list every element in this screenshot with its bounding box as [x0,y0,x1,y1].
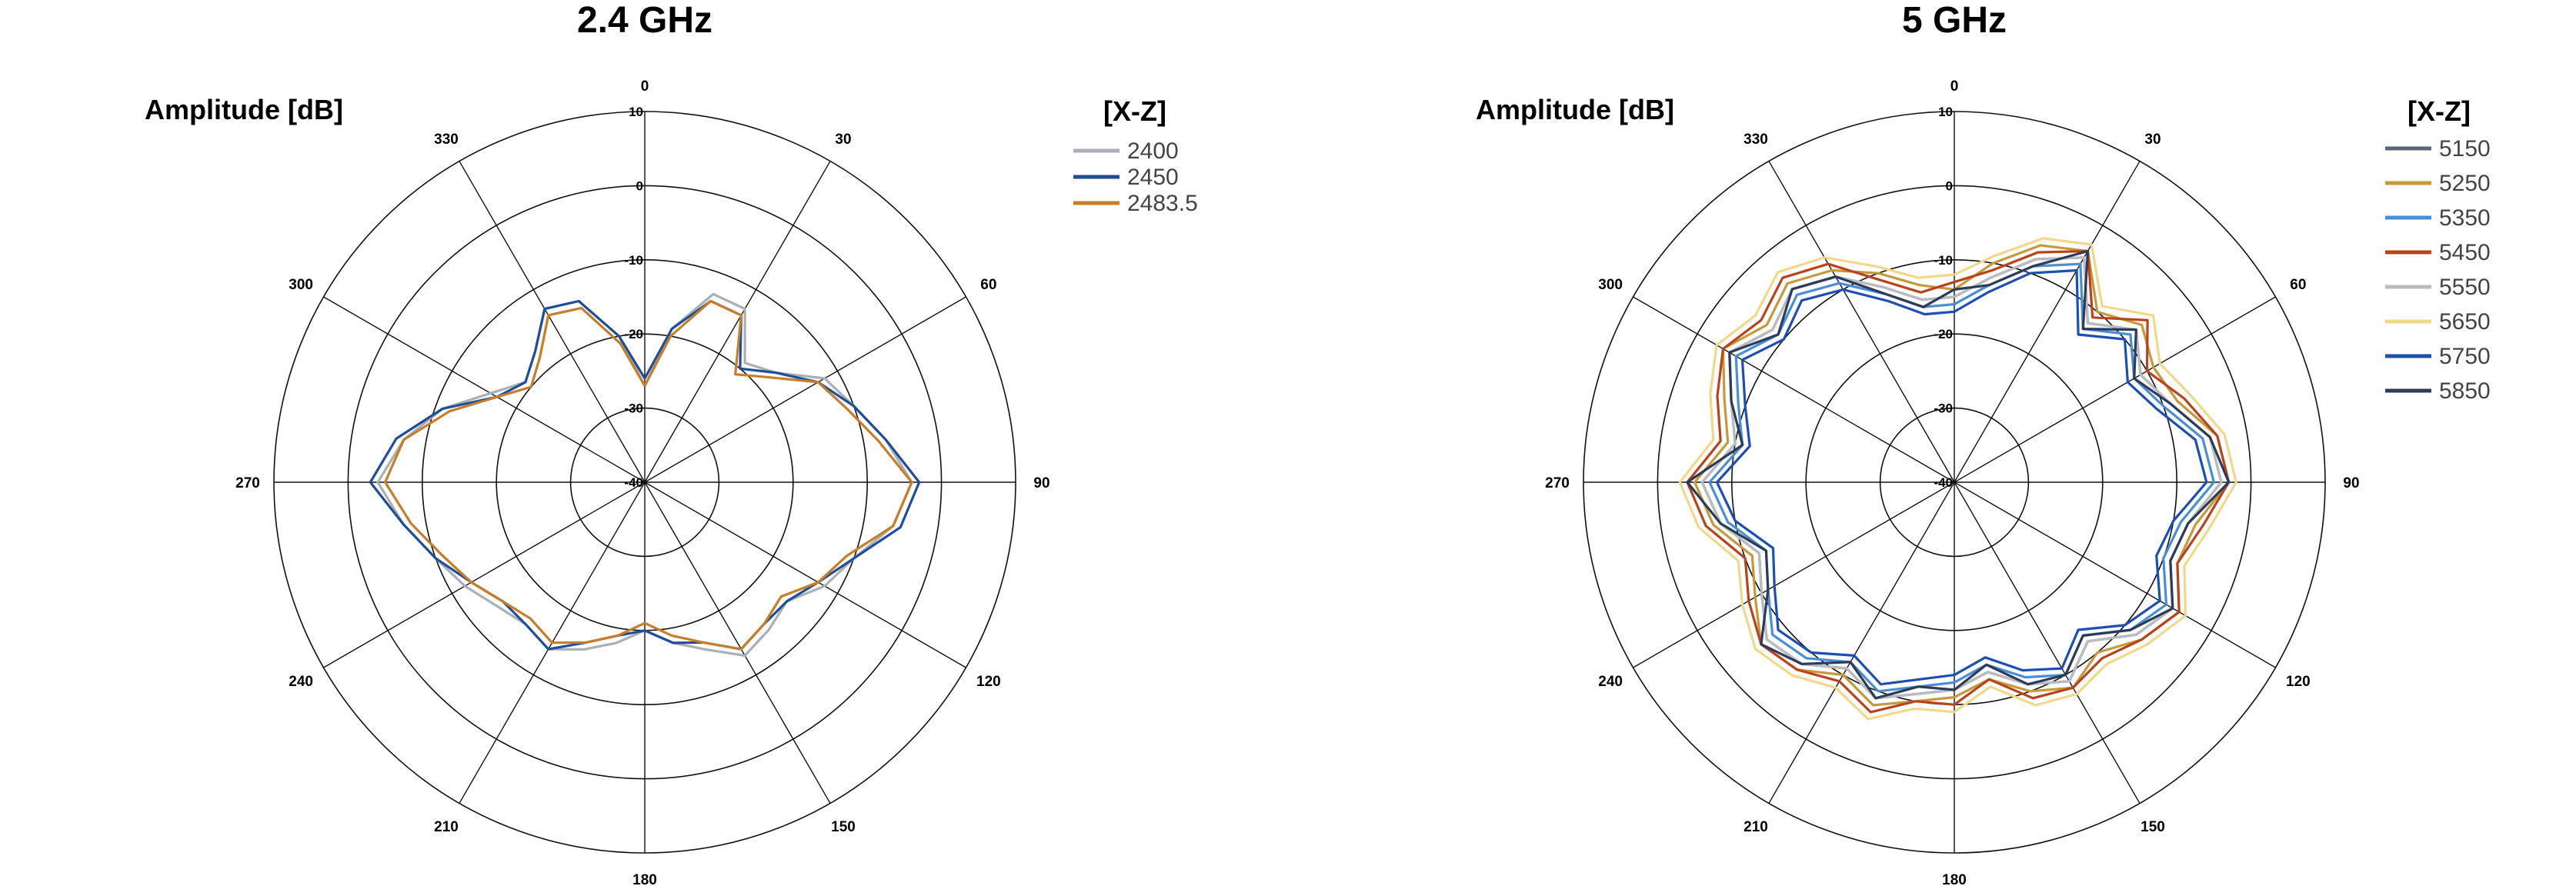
radial-tick-labels: 10 0 -10 -20 -30 -40 [624,105,643,490]
grid-spoke [323,296,646,483]
radial-tick-label: -40 [1934,475,1953,490]
radial-tick-label: 0 [636,178,643,193]
angle-tick-label: 270 [235,475,260,491]
series-line-5850 [1686,249,2231,700]
legend-label: 5550 [2439,275,2491,300]
legend-label: 2450 [1127,165,1179,190]
angle-tick-label: 60 [980,277,996,293]
legend-title: [X-Z] [2407,95,2471,127]
series-line-5450 [1686,249,2231,714]
angle-tick-labels: 0 30 60 90 120 150 180 210 240 270 300 330 [235,78,1049,886]
legend-label: 2483.5 [1127,191,1198,216]
radial-tick-label: -30 [624,401,643,416]
grid-spoke [644,161,831,483]
radial-tick-label: -30 [1934,401,1953,416]
angle-tick-label: 150 [831,819,856,835]
grid-spoke [323,481,646,668]
angle-tick-label: 120 [976,674,1001,690]
legend-label: 5450 [2439,240,2491,265]
angle-tick-label: 180 [1942,872,1967,886]
grid-spoke [1768,481,1955,804]
grid-spoke [644,481,966,668]
legend-label: 2400 [1127,138,1179,164]
radial-tick-label: -40 [624,475,643,490]
angle-tick-label: 0 [641,78,649,95]
radial-tick-label: -20 [624,327,643,341]
grid-spoke [1954,481,2276,668]
series-line-2483.5 [384,299,913,651]
grid-spoke [1633,481,1955,668]
angle-tick-label: 150 [2141,819,2165,835]
angle-tick-labels: 0 30 60 90 120 150 180 210 240 270 300 330 [1545,78,2359,886]
polar-chart-5ghz: 5 GHz Amplitude [dB] 10 0 -10 -20 -30 -40 0 30… [1476,0,2491,886]
series-lines [369,292,921,658]
angle-tick-label: 120 [2286,674,2311,690]
angle-tick-label: 180 [632,872,657,886]
radial-tick-label: -10 [1934,253,1953,268]
grid-spoke [644,481,831,804]
polar-chart-2-4ghz: 2.4 GHz Amplitude [dB] 10 0 -10 -20 -30 -40 0… [145,0,1198,886]
angle-tick-label: 300 [1598,277,1623,293]
grid-spoke [1768,161,1955,483]
legend: [X-Z] 5150 5250 5350 5450 5550 5650 5750 5850 [2385,95,2491,404]
angle-tick-label: 90 [1033,475,1049,491]
radial-tick-label: 10 [629,105,643,119]
radial-axis-label: Amplitude [dB] [145,94,343,125]
radial-tick-labels: 10 0 -10 -20 -30 -40 [1934,105,1953,490]
angle-tick-label: 240 [1598,674,1623,690]
radial-tick-label: 0 [1946,178,1953,193]
legend-title: [X-Z] [1103,95,1166,127]
grid-spoke [459,161,646,483]
legend-label: 5750 [2439,344,2491,369]
series-line-5650 [1678,237,2237,721]
legend-label: 5350 [2439,205,2491,231]
angle-tick-label: 300 [289,277,313,293]
chart-title: 2.4 GHz [577,0,712,41]
angle-tick-label: 330 [1743,132,1768,148]
legend-label: 5250 [2439,171,2491,196]
grid-spoke [644,296,966,483]
legend-label: 5850 [2439,378,2491,404]
radial-tick-label: -20 [1934,327,1953,341]
legend-label: 5150 [2439,136,2491,162]
grid-spoke [1954,296,2276,483]
angle-tick-label: 270 [1545,475,1570,491]
grid-spoke [1954,161,2141,483]
angle-tick-label: 90 [2343,475,2359,491]
angle-tick-label: 210 [434,819,459,835]
grid-spoke [1633,296,1955,483]
angle-tick-label: 330 [434,132,459,148]
series-line-5750 [1715,268,2208,686]
angle-tick-label: 60 [2290,277,2306,293]
radial-tick-label: 10 [1938,105,1953,119]
angle-tick-label: 30 [835,132,851,148]
legend-label: 5650 [2439,309,2491,335]
radial-axis-label: Amplitude [dB] [1476,94,1674,125]
series-lines [1678,237,2237,721]
angle-tick-label: 30 [2144,132,2161,148]
angle-tick-label: 0 [1950,78,1959,95]
grid-spoke [1954,481,2141,804]
radial-tick-label: -10 [624,253,643,268]
chart-title: 5 GHz [1902,0,2007,41]
angle-tick-label: 210 [1743,819,1768,835]
angle-tick-label: 240 [289,674,313,690]
